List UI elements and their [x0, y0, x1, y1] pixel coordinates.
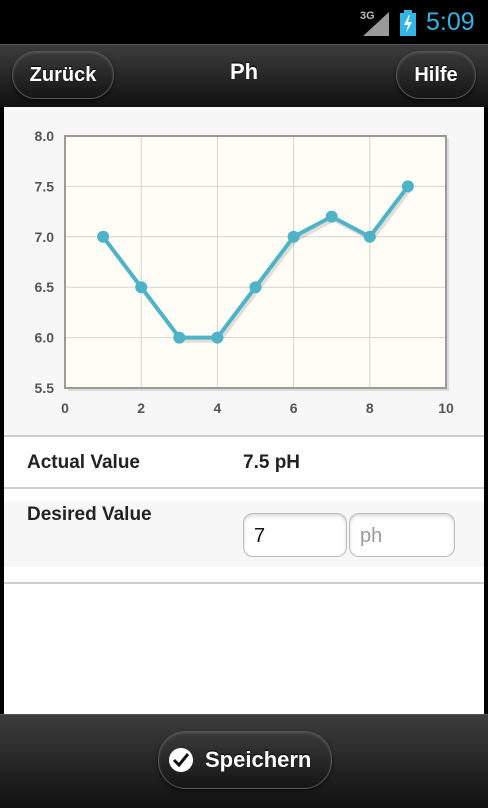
data-point — [363, 230, 376, 243]
unit-input[interactable]: ph — [349, 513, 455, 557]
clock: 5:09 — [426, 8, 475, 36]
ph-chart: 0 2 4 6 8 10 5.5 6.0 6.5 7.0 7.5 8.0 — [4, 107, 484, 435]
x-tick-label: 0 — [61, 400, 69, 416]
y-tick-label: 7.5 — [35, 178, 55, 194]
network-type: 3G — [360, 10, 375, 22]
header-bar: Zurück Ph Hilfe — [0, 44, 488, 108]
desired-value-input[interactable]: 7 — [243, 513, 347, 557]
status-bar: 3G 5:09 — [0, 0, 488, 44]
ph-chart-svg: 0 2 4 6 8 10 5.5 6.0 6.5 7.0 7.5 8.0 — [35, 128, 454, 416]
back-button[interactable]: Zurück — [12, 51, 114, 99]
divider — [4, 435, 484, 437]
data-point — [135, 281, 148, 294]
plot-border — [64, 135, 447, 389]
actual-value: 7.5 pH — [243, 452, 301, 473]
checkmark-icon — [169, 748, 193, 772]
y-tick-label: 6.0 — [35, 330, 55, 346]
y-tick-label: 8.0 — [35, 128, 55, 144]
x-tick-label: 2 — [137, 400, 145, 416]
divider — [4, 582, 484, 584]
page-title: Ph — [229, 59, 259, 84]
help-button[interactable]: Hilfe — [396, 51, 476, 99]
data-point — [325, 210, 338, 223]
desired-value-label: Desired Value — [27, 504, 152, 525]
data-point — [249, 281, 262, 294]
signal-icon — [363, 12, 389, 36]
x-tick-label: 4 — [214, 400, 222, 416]
data-point — [211, 331, 224, 344]
x-tick-label: 6 — [290, 400, 298, 416]
save-button[interactable]: Speichern — [158, 731, 332, 789]
data-point — [173, 331, 186, 344]
battery-charging-icon — [400, 10, 416, 36]
x-tick-label: 8 — [366, 400, 374, 416]
data-point — [97, 230, 110, 243]
data-point — [401, 180, 414, 193]
save-button-label: Speichern — [205, 747, 312, 772]
x-tick-label: 10 — [438, 400, 454, 416]
y-tick-label: 5.5 — [35, 380, 55, 396]
y-tick-label: 6.5 — [35, 279, 55, 295]
data-point — [287, 230, 300, 243]
actual-value-label: Actual Value — [27, 452, 140, 473]
y-tick-label: 7.0 — [35, 229, 55, 245]
footer-bar: Speichern — [0, 714, 488, 808]
main-content: 0 2 4 6 8 10 5.5 6.0 6.5 7.0 7.5 8.0 Actual Value 7… — [4, 107, 484, 714]
divider — [4, 487, 484, 489]
